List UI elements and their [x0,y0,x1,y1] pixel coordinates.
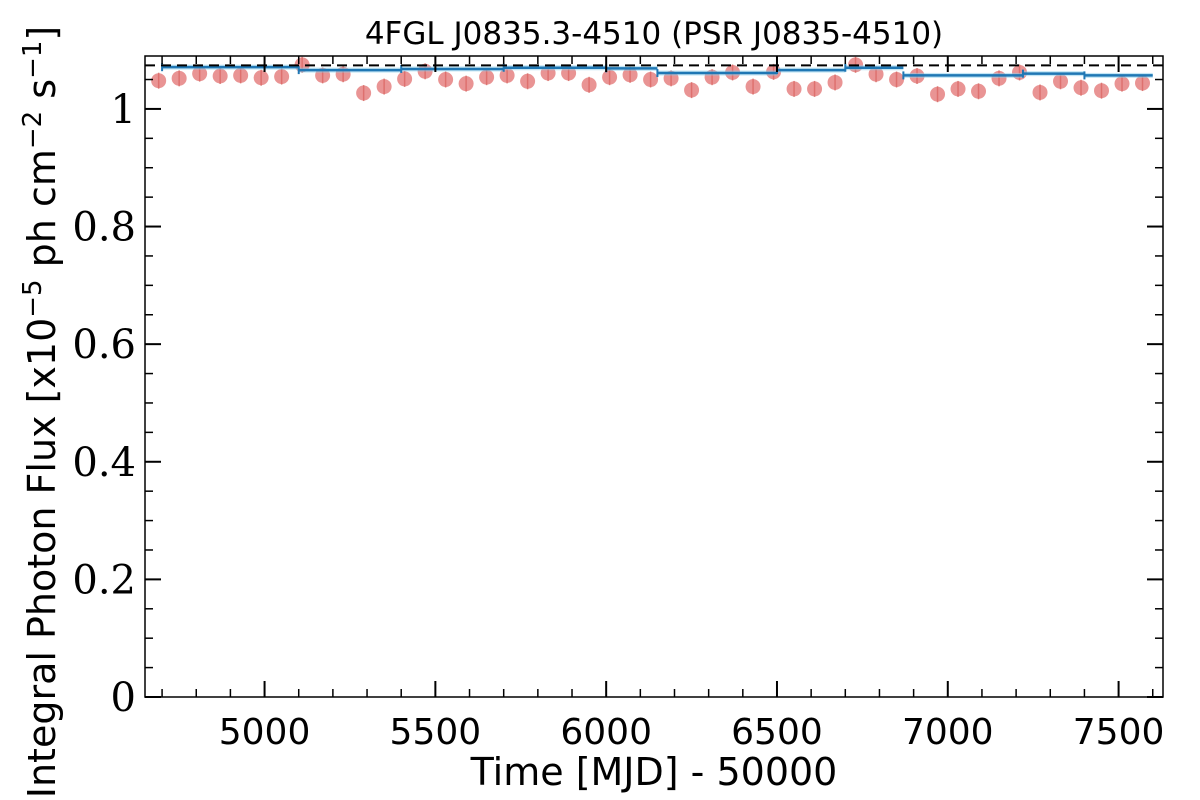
data-point [930,86,946,102]
data-point [1135,75,1151,91]
data-point [786,81,802,97]
y-tick-label: 0.2 [72,557,136,603]
axes-frame [144,55,1164,698]
data-point [581,77,597,93]
y-tick-label: 1 [111,87,136,133]
data-point [889,72,905,88]
y-axis-title-space: s [20,79,64,111]
y-axis-title-suffix: ] [20,26,64,41]
data-point [274,69,290,85]
data-point [950,81,966,97]
plot-area [145,56,1163,103]
y-tick-label: 0 [111,675,136,721]
data-point [1053,73,1069,89]
data-point [1073,80,1089,96]
data-point [479,69,495,85]
x-tick-label: 6500 [731,712,823,753]
data-point [868,66,884,82]
data-point [622,67,638,83]
data-point [827,74,843,90]
data-point [971,83,987,99]
data-point [356,85,372,101]
x-axis-title: Time [MJD] - 50000 [470,750,838,794]
data-point [602,69,618,85]
data-point [520,73,536,89]
y-axis-title: Integral Photon Flux [x10−5 ph cm−2 s−1] [18,26,64,799]
y-axis-title-mid: ph cm [20,149,64,279]
y-axis-title-prefix: Integral Photon Flux [x10 [20,318,64,799]
data-point [233,67,249,83]
data-point [643,72,659,88]
y-tick-label: 0.6 [72,322,136,368]
x-tick-label: 7500 [1073,712,1165,753]
y-tick-label: 0.4 [72,440,136,486]
x-tick-label: 7000 [902,712,994,753]
data-point [192,66,208,82]
data-point [212,68,228,84]
y-tick-label: 0.8 [72,205,136,251]
x-tick-label: 5500 [390,712,482,753]
y-axis-title-exp3: −1 [18,41,48,79]
data-point [807,81,823,97]
y-axis-title-exp2: −2 [18,111,48,149]
x-tick-label: 5000 [219,712,311,753]
axes: 5000 5500 6000 6500 7000 7500 0 0.2 0.4 0.6 0.8 1 [72,55,1165,753]
x-tick-label: 6000 [560,712,652,753]
data-point [171,70,187,86]
data-point [376,79,392,95]
data-point [745,79,761,95]
data-point [438,72,454,88]
data-point [458,76,474,92]
data-point [253,70,269,86]
data-point [151,73,167,89]
data-point [1032,84,1048,100]
data-point [397,71,413,87]
data-point [684,82,700,98]
chart-title: 4FGL J0835.3-4510 (PSR J0835-4510) [365,16,943,52]
y-axis-title-exp1: −5 [18,279,48,317]
data-point [1114,76,1130,92]
data-point [1094,83,1110,99]
